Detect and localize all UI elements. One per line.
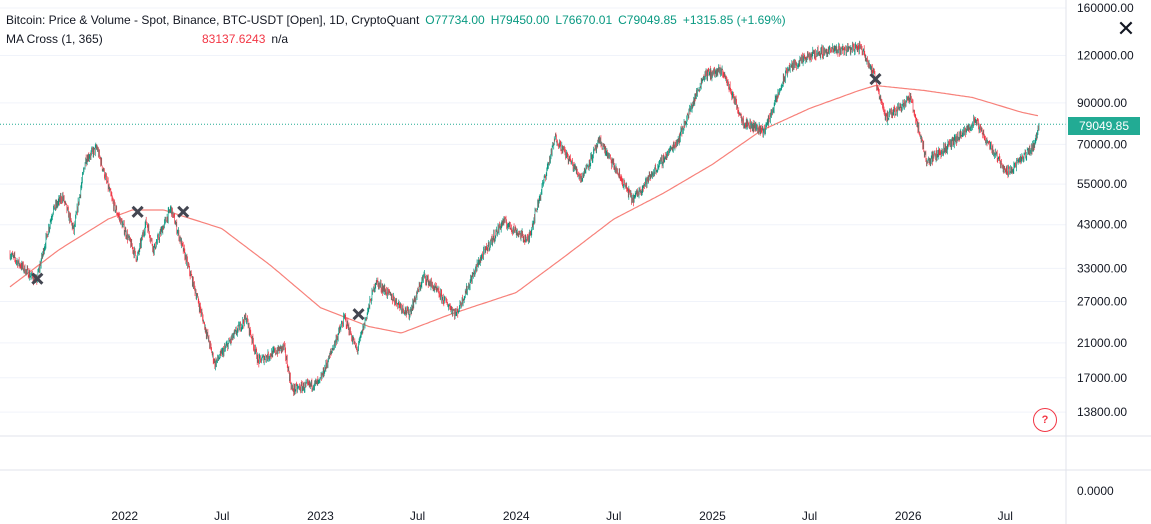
cross-marker (31, 272, 44, 285)
y-tick-label: 160000.00 (1077, 1, 1134, 15)
y-tick-label: 120000.00 (1077, 48, 1134, 62)
cross-marker (352, 308, 365, 321)
y-tick-label: 21000.00 (1077, 336, 1127, 350)
x-tick-label: 2022 (111, 509, 138, 523)
y-tick-label: 55000.00 (1077, 177, 1127, 191)
x-tick-label: Jul (998, 509, 1013, 523)
y-tick-label: 70000.00 (1077, 137, 1127, 151)
y-tick-label: 43000.00 (1077, 218, 1127, 232)
indicator-name: MA Cross (1, 365) (6, 32, 103, 46)
cross-marker (869, 72, 882, 86)
volume-axis-tick: 0.0000 (1077, 484, 1114, 498)
candles (9, 40, 1040, 397)
x-tick-label: 2023 (307, 509, 334, 523)
x-tick-label: 2025 (699, 509, 726, 523)
change-value: +1315.85 (+1.69%) (682, 13, 786, 27)
low-value: L76670.01 (555, 13, 613, 27)
y-tick-label: 90000.00 (1077, 96, 1127, 110)
y-tick-label: 33000.00 (1077, 261, 1127, 275)
ma-line (9, 84, 1039, 334)
x-axis: 2022 Jul 2023 Jul 2024 Jul 2025 Jul 2026 Jul (111, 509, 1013, 523)
cross-marker (177, 205, 190, 218)
y-tick-label: 17000.00 (1077, 371, 1127, 385)
close-icon: ✕ (1116, 16, 1136, 41)
chart-header: Bitcoin: Price & Volume - Spot, Binance,… (6, 13, 792, 27)
close-value: C79049.85 (618, 13, 677, 27)
x-tick-label: 2024 (503, 509, 530, 523)
x-tick-label: Jul (410, 509, 425, 523)
chart-title: Bitcoin: Price & Volume - Spot, Binance,… (6, 13, 420, 27)
y-tick-label: 13800.00 (1077, 405, 1127, 419)
indicator-value: 83137.6243 (202, 32, 266, 46)
cross-markers (31, 72, 882, 321)
ma-series (9, 84, 1039, 334)
x-tick-label: 2026 (895, 509, 922, 523)
high-value: H79450.00 (490, 13, 550, 27)
x-tick-label: Jul (214, 509, 229, 523)
cross-marker (131, 205, 144, 218)
y-axis: 160000.00 120000.00 90000.00 70000.00 55000.… (1077, 1, 1134, 419)
y-tick-label: 27000.00 (1077, 294, 1127, 308)
indicator-row[interactable]: MA Cross (1, 365) 83137.6243 n/a (6, 32, 294, 46)
close-button[interactable]: ✕ (1114, 18, 1138, 42)
open-value: O77734.00 (425, 13, 485, 27)
indicator-value-2: n/a (271, 32, 289, 46)
last-price-label: 79049.85 (1068, 117, 1140, 135)
help-button[interactable]: ? (1033, 408, 1057, 432)
x-tick-label: Jul (606, 509, 621, 523)
x-tick-label: Jul (802, 509, 817, 523)
